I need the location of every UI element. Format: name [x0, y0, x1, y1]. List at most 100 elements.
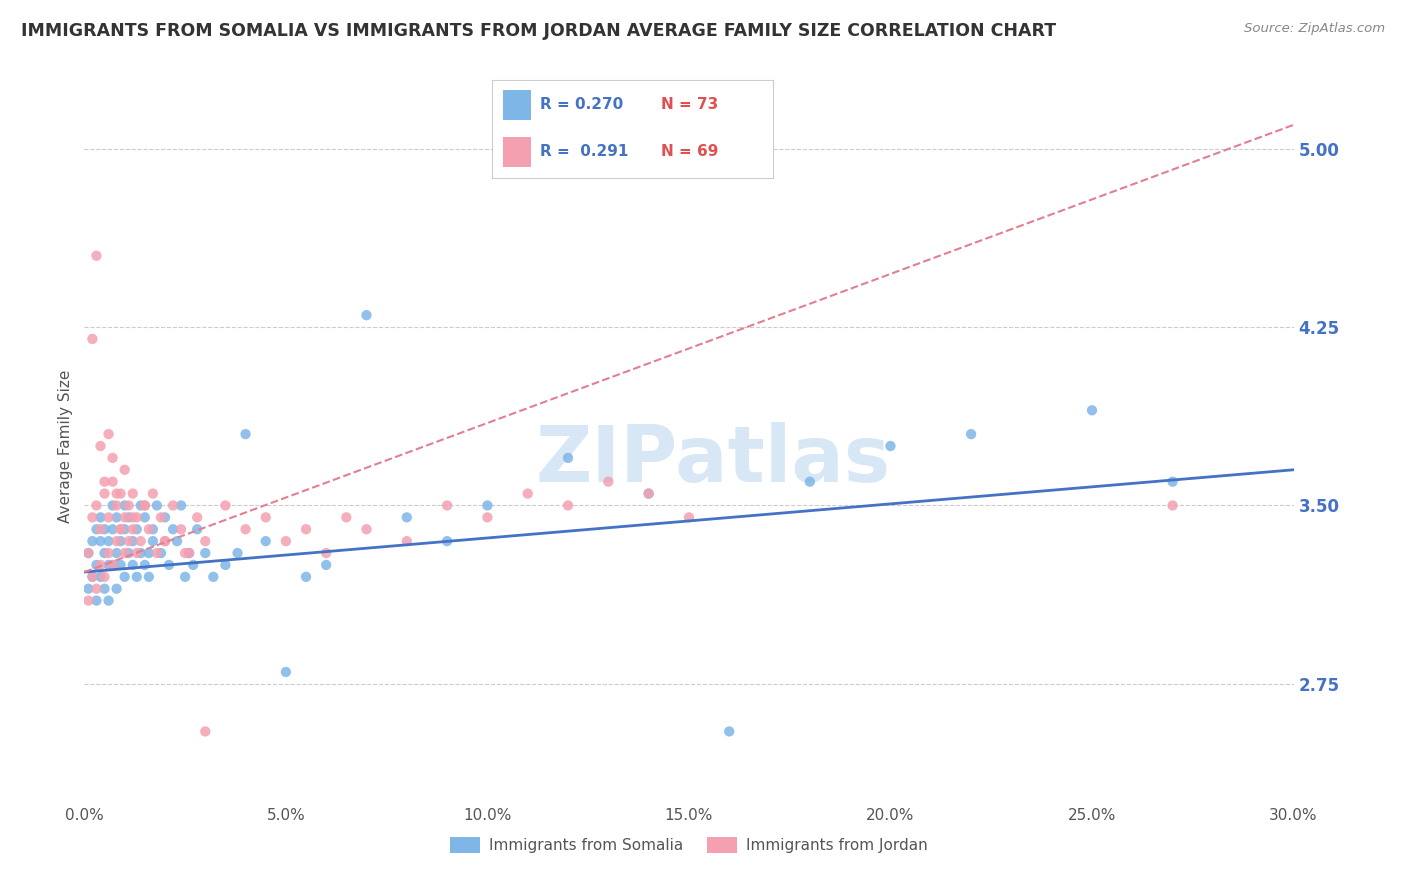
Point: [82, 534, 104, 549]
Text: ZIPatlas: ZIPatlas: [536, 422, 890, 499]
Point: [254, 534, 277, 549]
Point: [110, 522, 132, 536]
Point: [315, 558, 337, 572]
Point: [82, 332, 104, 346]
Point: [142, 534, 165, 549]
Point: [121, 510, 143, 524]
Text: N = 73: N = 73: [661, 97, 718, 112]
Point: [214, 558, 236, 572]
Text: N = 69: N = 69: [661, 145, 718, 160]
Point: [598, 475, 620, 489]
Point: [170, 522, 193, 536]
Point: [138, 546, 160, 560]
Point: [86, 593, 108, 607]
Point: [86, 558, 108, 572]
Point: [93, 486, 115, 500]
Point: [134, 510, 156, 524]
Point: [235, 427, 257, 442]
Point: [129, 546, 152, 560]
Point: [637, 486, 659, 500]
Point: [105, 499, 128, 513]
Point: [93, 546, 115, 560]
Point: [149, 546, 172, 560]
Point: [557, 499, 579, 513]
Point: [97, 558, 120, 572]
Point: [125, 570, 148, 584]
Point: [110, 534, 132, 549]
Point: [114, 463, 136, 477]
Point: [436, 534, 458, 549]
Point: [395, 510, 418, 524]
Point: [477, 499, 499, 513]
Point: [174, 570, 197, 584]
Point: [121, 522, 143, 536]
Point: [162, 499, 184, 513]
Point: [114, 570, 136, 584]
Point: [166, 534, 188, 549]
Point: [105, 510, 128, 524]
Point: [295, 522, 318, 536]
Bar: [503, 90, 531, 120]
Point: [101, 475, 124, 489]
Point: [77, 582, 100, 596]
Point: [114, 499, 136, 513]
Point: [186, 522, 208, 536]
Point: [89, 570, 111, 584]
Point: [202, 570, 225, 584]
Point: [118, 546, 141, 560]
Point: [1161, 499, 1184, 513]
Point: [89, 439, 111, 453]
Point: [121, 534, 143, 549]
Point: [89, 534, 111, 549]
Point: [134, 558, 156, 572]
Point: [678, 510, 700, 524]
Text: R =  0.291: R = 0.291: [540, 145, 628, 160]
Point: [157, 558, 180, 572]
Point: [125, 546, 148, 560]
Point: [395, 534, 418, 549]
Point: [97, 593, 120, 607]
Point: [226, 546, 249, 560]
Point: [153, 534, 176, 549]
Point: [114, 510, 136, 524]
Point: [477, 510, 499, 524]
Point: [101, 558, 124, 572]
Point: [101, 522, 124, 536]
Y-axis label: Average Family Size: Average Family Size: [58, 369, 73, 523]
Point: [214, 499, 236, 513]
Bar: [503, 137, 531, 167]
Point: [86, 582, 108, 596]
Point: [125, 522, 148, 536]
Point: [129, 534, 152, 549]
Point: [637, 486, 659, 500]
Point: [718, 724, 741, 739]
Point: [93, 475, 115, 489]
Point: [125, 510, 148, 524]
Point: [105, 546, 128, 560]
Point: [146, 546, 169, 560]
Point: [142, 522, 165, 536]
Point: [101, 499, 124, 513]
Point: [89, 510, 111, 524]
Point: [97, 546, 120, 560]
Point: [134, 499, 156, 513]
Point: [110, 522, 132, 536]
Point: [436, 499, 458, 513]
Point: [174, 546, 197, 560]
Point: [179, 546, 201, 560]
Point: [86, 249, 108, 263]
Point: [186, 510, 208, 524]
Point: [162, 522, 184, 536]
Point: [114, 522, 136, 536]
Point: [194, 534, 217, 549]
Point: [89, 522, 111, 536]
Text: Source: ZipAtlas.com: Source: ZipAtlas.com: [1244, 22, 1385, 36]
Point: [356, 522, 378, 536]
Point: [93, 522, 115, 536]
Point: [105, 582, 128, 596]
Point: [254, 510, 277, 524]
Legend: Immigrants from Somalia, Immigrants from Jordan: Immigrants from Somalia, Immigrants from…: [444, 831, 934, 859]
Point: [170, 499, 193, 513]
Point: [799, 475, 821, 489]
Point: [114, 546, 136, 560]
